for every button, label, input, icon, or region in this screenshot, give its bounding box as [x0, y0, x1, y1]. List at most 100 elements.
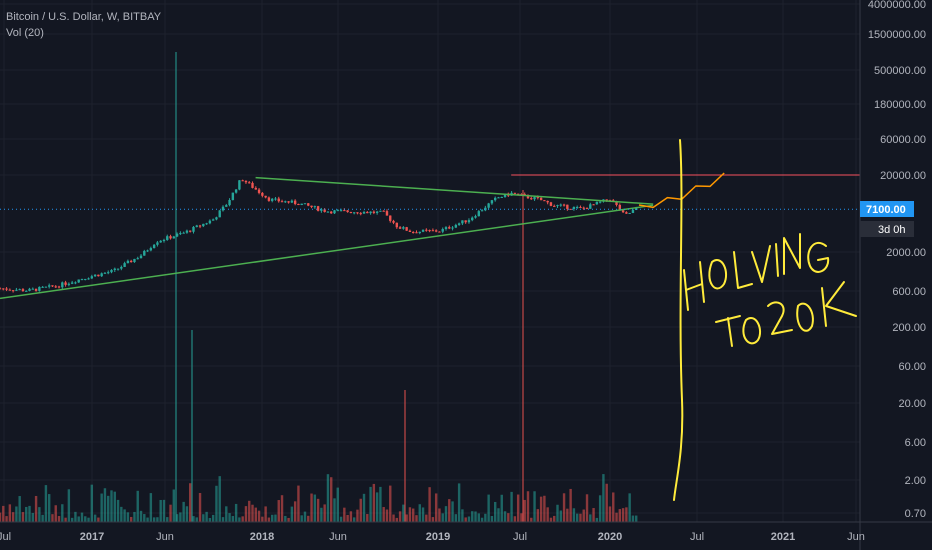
- volume-bar: [569, 488, 572, 522]
- candle-body: [287, 201, 290, 203]
- volume-bar: [346, 514, 349, 522]
- volume-bar: [612, 492, 615, 522]
- volume-bar: [172, 489, 176, 522]
- volume-bar: [389, 485, 392, 522]
- volume-bar: [77, 516, 80, 522]
- candle-body: [402, 227, 405, 229]
- volume-bar: [336, 487, 339, 522]
- candle-body: [11, 290, 15, 292]
- volume-bar: [38, 507, 41, 522]
- candle-body: [589, 204, 592, 209]
- candle-body: [454, 224, 458, 228]
- candle-body: [333, 210, 336, 214]
- volume-bar: [113, 491, 116, 522]
- candle-body: [110, 269, 113, 273]
- candle-body: [198, 225, 202, 227]
- candle-body: [562, 204, 566, 206]
- time-tick-label: Jul: [690, 531, 704, 543]
- candle-body: [166, 236, 169, 240]
- candle-body: [631, 210, 635, 213]
- volume-bar: [444, 506, 448, 522]
- candle-body: [284, 201, 287, 203]
- volume-bar: [516, 494, 520, 522]
- candle-body: [628, 212, 631, 214]
- candle-body: [67, 283, 71, 285]
- volume-bar: [339, 516, 343, 522]
- volume-bar: [185, 506, 189, 522]
- candle-body: [5, 288, 8, 290]
- volume-bar: [175, 514, 179, 522]
- volume-bar: [507, 513, 510, 522]
- price-tick-label: 60.00: [898, 361, 926, 373]
- volume-bar: [343, 507, 346, 522]
- volume-bar: [523, 499, 526, 522]
- trendline[interactable]: [0, 204, 654, 300]
- candle-body: [172, 236, 176, 239]
- current-price-label: 7100.00: [860, 201, 914, 217]
- price-tick-label: 20.00: [898, 398, 926, 410]
- candle-body: [2, 288, 5, 290]
- volume-bar: [405, 514, 408, 522]
- candle-body: [116, 268, 120, 270]
- volume-bar: [375, 492, 379, 522]
- volume-bar: [615, 512, 618, 522]
- candle-body: [74, 282, 77, 284]
- symbol-title[interactable]: Bitcoin / U.S. Dollar, W, BITBAY: [6, 11, 162, 23]
- candle-body: [438, 231, 441, 233]
- candle-body: [566, 204, 569, 209]
- candle-body: [441, 229, 444, 232]
- volume-bar: [64, 517, 67, 522]
- candle-body: [467, 220, 471, 223]
- candle-body: [93, 274, 97, 277]
- volume-bar: [487, 494, 490, 522]
- candle-body: [536, 197, 540, 199]
- candle-body: [330, 211, 333, 214]
- time-tick-label: Jun: [156, 531, 174, 543]
- candle-body: [307, 203, 310, 206]
- candle-body: [0, 288, 2, 290]
- price-tick-label: 500000.00: [874, 65, 926, 77]
- volume-bar: [313, 494, 317, 522]
- volume-bar: [202, 514, 205, 522]
- volume-bar: [25, 506, 28, 522]
- volume-bar: [277, 500, 280, 522]
- candle-body: [484, 207, 487, 211]
- candle-body: [415, 232, 418, 234]
- candle-body: [57, 286, 61, 288]
- candle-body: [70, 282, 74, 284]
- candle-body: [349, 212, 353, 214]
- candle-body: [585, 208, 589, 210]
- candle-body: [621, 210, 625, 213]
- candle-body: [152, 244, 156, 249]
- volume-bar: [497, 508, 500, 522]
- volume-bar: [461, 509, 464, 522]
- candle-body: [618, 204, 622, 211]
- candle-body: [225, 205, 228, 207]
- volume-bar: [70, 517, 74, 522]
- volume-bar: [513, 516, 517, 522]
- volume-bar: [467, 516, 471, 522]
- trendline[interactable]: [255, 176, 654, 205]
- price-axis[interactable]: 4000000.00 1500000.00 500000.00 180000.00 60…: [859, 0, 926, 550]
- volume-bar: [195, 517, 198, 522]
- volume-bar: [330, 477, 333, 522]
- volume-bar: [2, 505, 5, 522]
- volume-bar: [556, 504, 559, 522]
- candle-body: [149, 248, 153, 251]
- time-axis[interactable]: Jul 2017 Jun 2018 Jun 2019 Jul 2020 Jul 2021 Jun: [0, 521, 932, 543]
- candle-body: [516, 193, 520, 195]
- volume-bar: [385, 509, 389, 522]
- candle-body: [444, 227, 448, 230]
- time-tick-label: Jul: [513, 531, 527, 543]
- candle-body: [123, 263, 126, 267]
- candle-body: [346, 210, 349, 213]
- volume-indicator-title[interactable]: Vol (20): [6, 27, 44, 39]
- volume-bar: [169, 504, 172, 522]
- volume-bar: [31, 512, 34, 522]
- candle-body: [572, 207, 576, 209]
- candle-body: [297, 203, 300, 206]
- volume-bar: [21, 512, 25, 522]
- volume-bar: [238, 517, 241, 522]
- candle-body: [61, 282, 64, 288]
